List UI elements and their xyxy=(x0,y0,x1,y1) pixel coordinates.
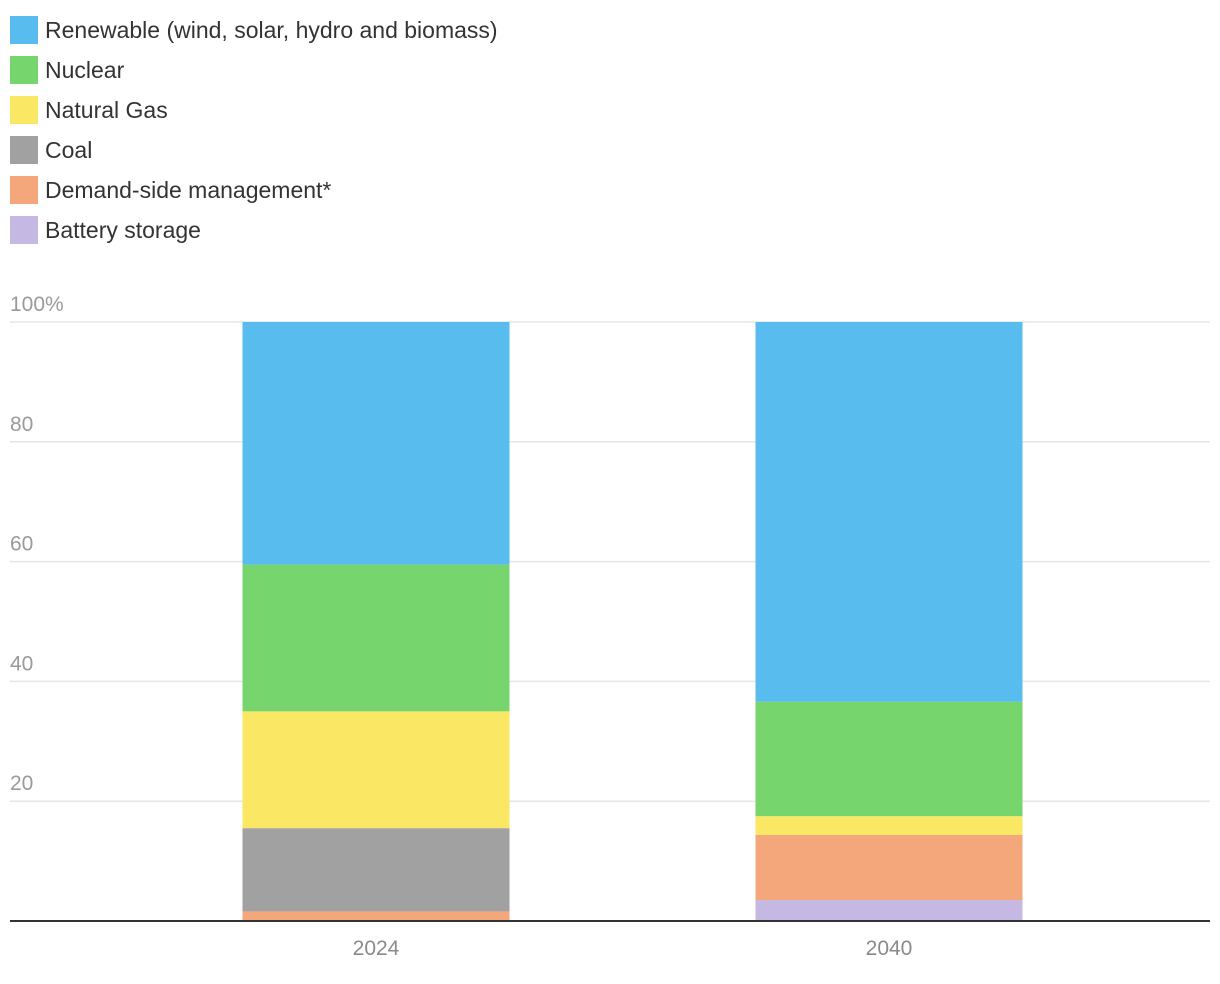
legend-item-demand-side-management: Demand-side management* xyxy=(10,170,498,210)
y-tick-label: 100% xyxy=(10,293,64,316)
legend-item-natural-gas: Natural Gas xyxy=(10,90,498,130)
y-tick-label: 80 xyxy=(10,413,33,436)
legend-label: Natural Gas xyxy=(45,96,168,123)
legend-swatch xyxy=(10,176,38,204)
legend-item-renewable-wind-solar-hydro-and-biomass: Renewable (wind, solar, hydro and biomas… xyxy=(10,10,498,50)
bar-segment-2040-renewable-wind-solar-hydro-and-biomass xyxy=(755,322,1023,702)
y-tick-label: 60 xyxy=(10,533,33,556)
legend-item-coal: Coal xyxy=(10,130,498,170)
x-tick-label: 2040 xyxy=(866,937,913,960)
legend-swatch xyxy=(10,56,38,84)
legend-label: Coal xyxy=(45,136,93,163)
bar-segment-2024-nuclear xyxy=(242,564,510,712)
bar-segment-2024-demand-side-management xyxy=(242,911,510,921)
y-tick-label: 20 xyxy=(10,772,33,795)
legend-swatch xyxy=(10,96,38,124)
x-tick-label: 2024 xyxy=(353,937,400,960)
y-tick-label: 40 xyxy=(10,652,33,675)
legend-label: Nuclear xyxy=(45,56,125,83)
legend-item-nuclear: Nuclear xyxy=(10,50,498,90)
bar-segment-2024-coal xyxy=(242,828,510,912)
legend-swatch xyxy=(10,136,38,164)
legend-swatch xyxy=(10,16,38,44)
bar-segment-2040-natural-gas xyxy=(755,816,1023,835)
legend-label: Renewable (wind, solar, hydro and biomas… xyxy=(45,16,498,43)
legend-item-battery-storage: Battery storage xyxy=(10,210,498,250)
legend-swatch xyxy=(10,216,38,244)
legend: Renewable (wind, solar, hydro and biomas… xyxy=(10,10,498,250)
legend-label: Demand-side management* xyxy=(45,176,332,203)
bar-segment-2040-demand-side-management xyxy=(755,834,1023,901)
bar-segment-2024-renewable-wind-solar-hydro-and-biomass xyxy=(242,322,510,565)
legend-label: Battery storage xyxy=(45,216,201,243)
bar-segment-2040-battery-storage xyxy=(755,900,1023,921)
bar-segment-2024-natural-gas xyxy=(242,711,510,829)
bar-segment-2040-nuclear xyxy=(755,701,1023,817)
